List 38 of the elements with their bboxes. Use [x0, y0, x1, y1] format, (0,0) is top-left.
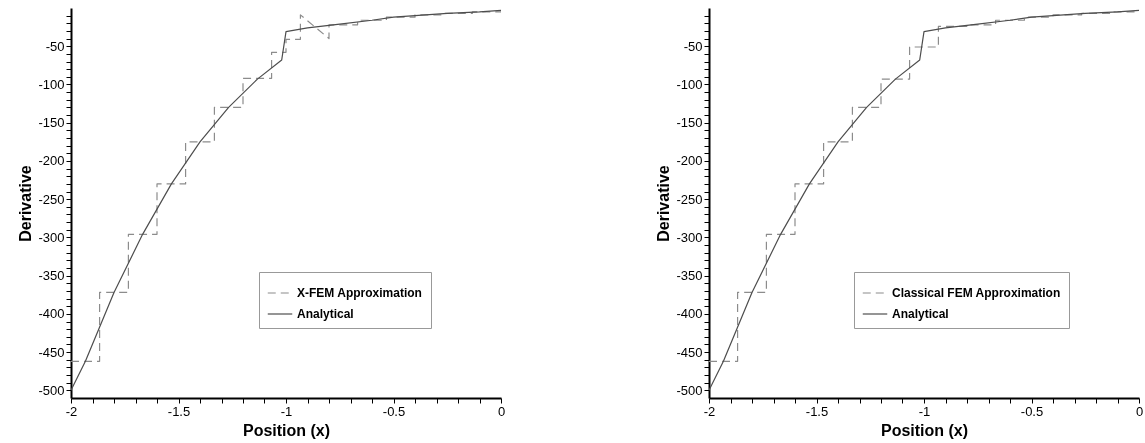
y-tick-label: -200: [38, 153, 65, 169]
y-tick-label: -250: [676, 191, 703, 207]
y-tick-label: -200: [676, 153, 703, 169]
x-tick-label: -0.5: [1020, 403, 1044, 419]
legend-label: Classical FEM Approximation: [892, 286, 1061, 300]
x-tick-label: 0: [1135, 403, 1144, 419]
x-tick-label: -2: [65, 403, 78, 419]
y-axis-title: Derivative: [655, 165, 673, 242]
x-axis-title: Position (x): [242, 421, 331, 439]
y-tick-label: -150: [676, 115, 703, 131]
y-tick-label: -250: [38, 191, 65, 207]
y-tick-label: -300: [676, 229, 703, 245]
x-tick-label: -1.5: [167, 403, 191, 419]
x-tick-label: -1.5: [805, 403, 829, 419]
legend-label: Analytical: [892, 307, 949, 321]
y-tick-label: -350: [38, 268, 65, 284]
x-tick-label: -0.5: [382, 403, 406, 419]
y-tick-label: -50: [683, 38, 703, 54]
y-tick-label: -400: [676, 306, 703, 322]
y-tick-label: -300: [38, 229, 65, 245]
y-tick-label: -450: [38, 344, 65, 360]
x-tick-label: -1: [280, 403, 293, 419]
y-tick-label: -400: [38, 306, 65, 322]
y-tick-label: -100: [676, 76, 703, 92]
y-tick-label: -50: [45, 38, 65, 54]
y-axis-title: Derivative: [17, 165, 35, 242]
legend-label: Analytical: [297, 307, 354, 321]
x-tick-label: -2: [703, 403, 716, 419]
legend-label: X-FEM Approximation: [297, 286, 422, 300]
x-axis-title: Position (x): [880, 421, 969, 439]
y-tick-label: -100: [38, 76, 65, 92]
x-tick-label: 0: [497, 403, 506, 419]
y-tick-label: -350: [676, 268, 703, 284]
y-tick-label: -150: [38, 115, 65, 131]
y-tick-label: -500: [676, 382, 703, 398]
y-tick-label: -450: [676, 344, 703, 360]
x-tick-label: -1: [918, 403, 931, 419]
y-tick-label: -500: [38, 382, 65, 398]
